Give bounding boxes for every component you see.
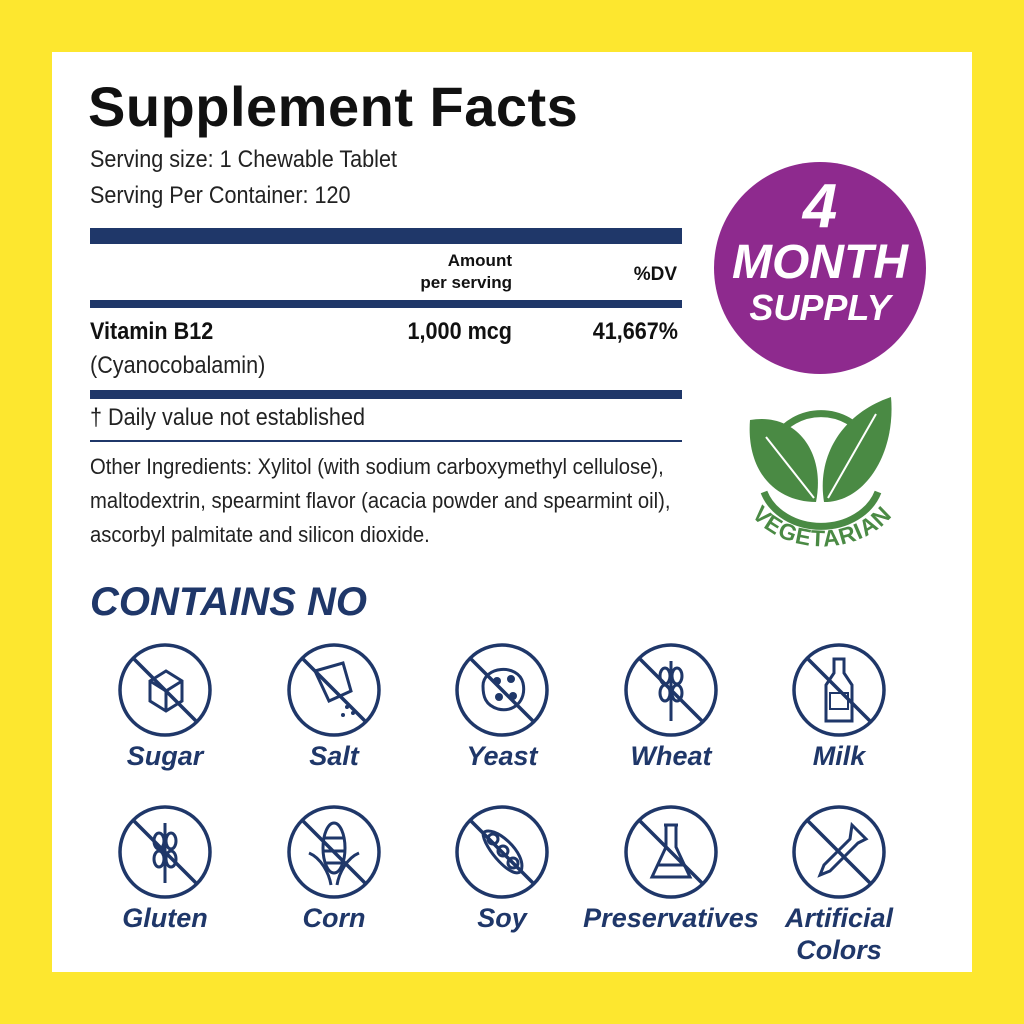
nutrient-name: Vitamin B12 (90, 318, 214, 345)
footnote-divider (90, 440, 682, 442)
gluten-icon (118, 805, 212, 899)
header-amount-line1: Amount (447, 251, 512, 270)
soy-icon (455, 805, 549, 899)
row-divider (90, 390, 682, 399)
yeast-icon (455, 643, 549, 737)
nutrient-amount: 1,000 mcg (407, 318, 512, 345)
vegetarian-logo: VEGETARIAN (748, 397, 897, 552)
corn-icon (287, 805, 381, 899)
header-amount-line2: per serving (420, 273, 512, 292)
svg-text:VEGETARIAN: VEGETARIAN (748, 500, 897, 551)
servings-per-container: Serving Per Container: 120 (90, 182, 351, 209)
table-top-bar (90, 228, 682, 244)
header-divider (90, 300, 682, 308)
contains-no-label: Yeast (466, 741, 538, 771)
contains-no-label: Gluten (122, 903, 208, 933)
badge-number: 4 (802, 172, 838, 241)
other-ingredients: Other Ingredients: Xylitol (with sodium … (90, 454, 671, 547)
serving-size: Serving size: 1 Chewable Tablet (90, 146, 397, 173)
nutrient-dv: 41,667% (592, 318, 678, 345)
badge-line1: MONTH (732, 236, 908, 289)
contains-no-label: Wheat (630, 741, 712, 771)
sugar-cube-icon (118, 643, 212, 737)
contains-no-label: Sugar (126, 741, 204, 771)
header-amount: Amount per serving (360, 250, 512, 294)
contains-no-label: Corn (302, 903, 366, 933)
contains-no-label: Soy (477, 903, 527, 933)
flask-icon (624, 805, 718, 899)
contains-no-heading: CONTAINS NO (90, 580, 368, 624)
salt-shaker-icon (287, 643, 381, 737)
four-month-supply-badge: 4 MONTH SUPPLY (714, 162, 926, 374)
nutrient-subname: (Cyanocobalamin) (90, 352, 266, 379)
wheat-icon (624, 643, 718, 737)
page-title: Supplement Facts (88, 75, 579, 138)
contains-no-label: Preservatives (583, 903, 759, 933)
dropper-icon (792, 805, 886, 899)
milk-bottle-icon (792, 643, 886, 737)
badge-line2: SUPPLY (749, 287, 891, 328)
contains-no-label: Salt (309, 741, 359, 771)
contains-no-label: Artificial Colors (784, 903, 894, 965)
contains-no-label: Milk (812, 741, 866, 771)
footnote: † Daily value not established (90, 404, 365, 431)
header-dv: %DV (633, 264, 677, 285)
